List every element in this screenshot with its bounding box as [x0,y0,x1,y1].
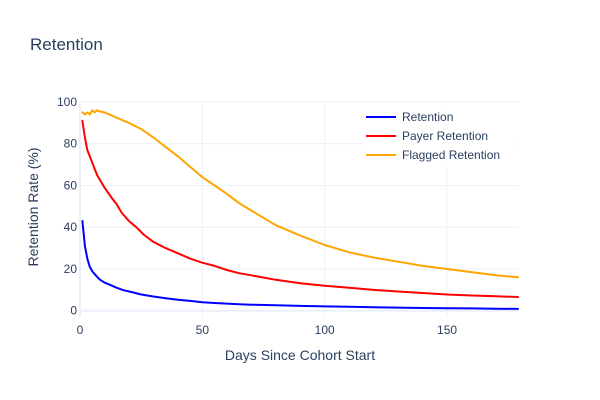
chart-title: Retention [30,35,103,54]
series-layer [81,109,519,310]
y-tick-label: 100 [57,95,77,109]
y-tick-label: 60 [64,178,78,192]
x-tick-label: 0 [77,323,84,337]
y-tick-label: 40 [64,220,78,234]
y-tick-label: 20 [64,262,78,276]
series-line-payer-retention [81,119,519,298]
tick-layer: 0 50 100 150 0 20 40 60 80 100 [57,95,457,337]
legend-label: Payer Retention [402,129,488,143]
y-tick-label: 0 [70,304,77,318]
y-axis-title: Retention Rate (%) [25,147,41,266]
series-line-retention [81,220,519,310]
series-line-flagged-retention [81,109,519,279]
legend: Retention Payer Retention Flagged Retentio… [362,105,516,167]
legend-label: Flagged Retention [402,148,500,162]
x-axis-title: Days Since Cohort Start [225,347,375,363]
x-tick-label: 100 [315,323,335,337]
y-tick-label: 80 [64,137,78,151]
legend-label: Retention [402,110,453,124]
x-tick-label: 150 [437,323,457,337]
x-tick-label: 50 [196,323,210,337]
